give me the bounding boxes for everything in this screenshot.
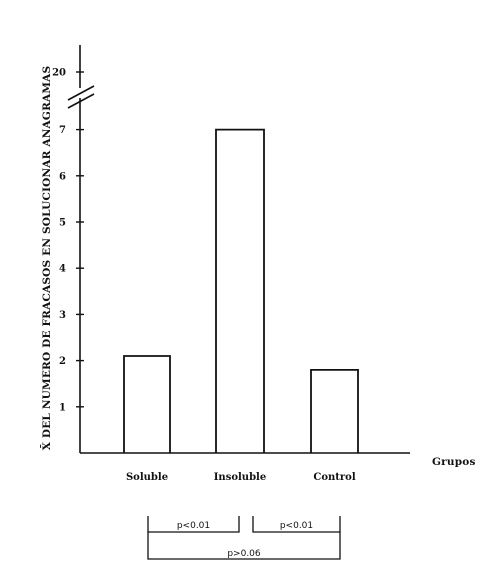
- bar-insoluble: [215, 128, 265, 453]
- significance-label: p<0.01: [280, 521, 313, 531]
- y-ticks: 1 2 3 4 5 6 7 20: [52, 68, 84, 413]
- y-tick-label: 2: [59, 356, 66, 367]
- y-tick-label: 5: [59, 218, 66, 229]
- bar-soluble: [123, 355, 171, 453]
- y-axis-title: X̄ DEL NUMERO DE FRACASOS EN SOLUCIONAR …: [39, 66, 53, 451]
- y-tick-label: 3: [59, 310, 66, 321]
- bar-control: [310, 368, 359, 453]
- y-tick-label: 1: [59, 402, 66, 413]
- bars: [123, 128, 359, 453]
- y-tick-label: 6: [59, 171, 66, 182]
- bracket-soluble-control: [147, 532, 341, 560]
- significance-label: p>0.06: [227, 549, 261, 559]
- x-axis-title: Grupos: [432, 456, 476, 468]
- y-tick-label: 7: [59, 125, 66, 136]
- category-label: Control: [313, 472, 355, 483]
- axis-break-mark-1: [67, 85, 95, 101]
- axis-break-mark-2: [67, 93, 95, 109]
- category-labels: Soluble Insoluble Control: [126, 472, 356, 483]
- bracket-insoluble-control: [252, 516, 341, 533]
- significance-label: p<0.01: [177, 521, 210, 531]
- y-tick-label: 20: [52, 68, 66, 79]
- category-label: Insoluble: [214, 472, 266, 483]
- y-tick-label: 4: [59, 264, 66, 275]
- bracket-soluble-insoluble: [147, 516, 240, 533]
- category-label: Soluble: [126, 472, 168, 483]
- significance-brackets: p<0.01 p<0.01 p>0.06: [147, 516, 341, 560]
